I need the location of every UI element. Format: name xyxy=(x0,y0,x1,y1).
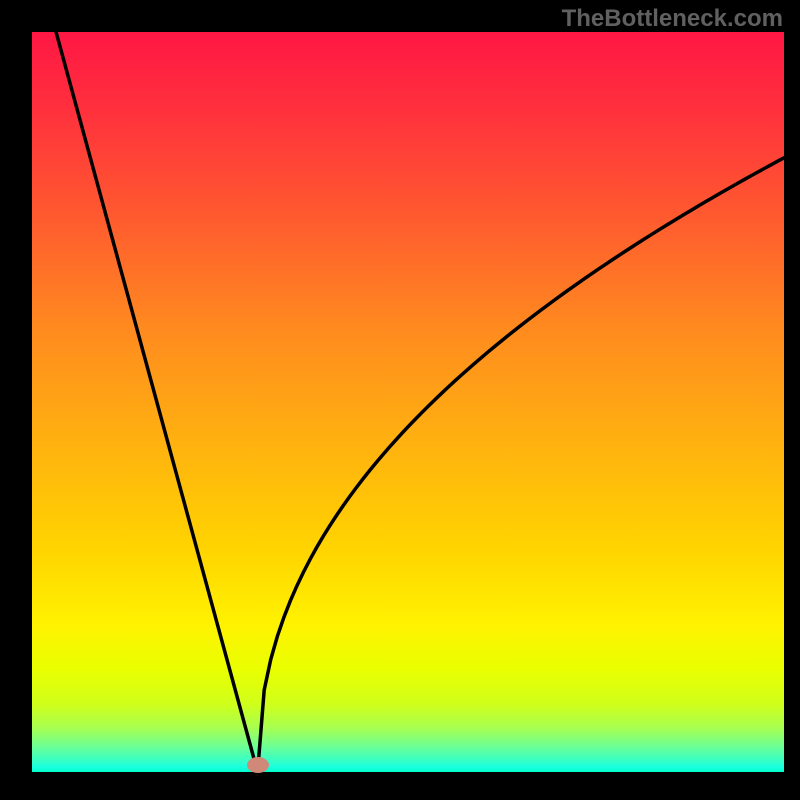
minimum-marker xyxy=(247,757,269,773)
curve-left-branch xyxy=(56,32,258,772)
curve-overlay xyxy=(0,0,800,800)
chart-frame xyxy=(0,0,800,800)
watermark-text: TheBottleneck.com xyxy=(562,5,783,33)
curve-right-branch xyxy=(258,158,784,772)
